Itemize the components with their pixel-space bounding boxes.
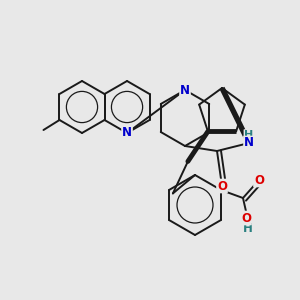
Text: H: H [243, 221, 253, 235]
Text: N: N [180, 83, 190, 97]
Text: O: O [254, 173, 264, 187]
Text: N: N [122, 127, 132, 140]
Text: H: H [244, 130, 253, 140]
Text: O: O [241, 212, 251, 224]
Text: N: N [244, 136, 254, 149]
Text: O: O [217, 179, 227, 193]
